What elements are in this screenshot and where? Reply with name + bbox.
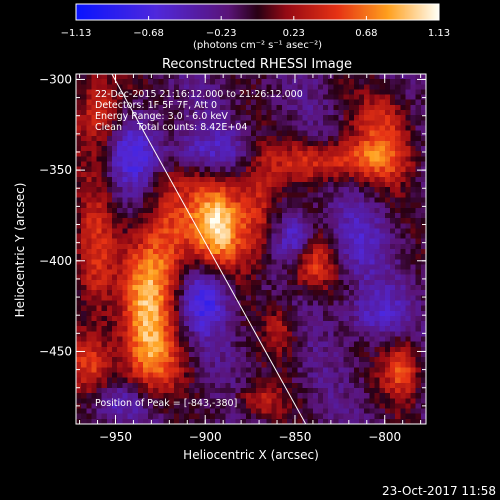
y-axis-label: Heliocentric Y (arcsec): [13, 183, 27, 318]
y-tick-label: −400: [39, 254, 72, 268]
image-panel: −950 −900 −850 −800 −300 −350 −400 −450: [39, 72, 427, 444]
colorbar-gradient: [76, 4, 439, 20]
colorbar-ticks: −1.13 −0.68 −0.23 0.23 0.68 1.13: [61, 16, 450, 39]
peak-position-text: Position of Peak = [-843,-380]: [95, 398, 237, 409]
colorbar-tick-label: −0.23: [206, 28, 237, 39]
solar-limb-line: [111, 73, 307, 425]
x-tick-label: −800: [368, 430, 401, 444]
reconstructed-image: [76, 74, 426, 424]
x-tick-label: −950: [99, 430, 132, 444]
y-tick-label: −300: [39, 72, 72, 86]
axis-ticks: −950 −900 −850 −800 −300 −350 −400 −450: [39, 72, 426, 444]
footer-timestamp: 23-Oct-2017 11:58: [382, 484, 496, 498]
plot-annotations: 22-Dec-2015 21:16:12.000 to 21:26:12.000…: [95, 89, 303, 409]
clean-counts-text: Clean Total counts: 8.42E+04: [95, 122, 247, 133]
plot-frame: [75, 73, 427, 425]
time-range-text: 22-Dec-2015 21:16:12.000 to 21:26:12.000: [95, 89, 303, 100]
detectors-text: Detectors: 1F 5F 7F, Att 0: [95, 100, 217, 111]
colorbar-tick-label: −1.13: [61, 28, 92, 39]
colorbar: −1.13 −0.68 −0.23 0.23 0.68 1.13 (photons cm⁻…: [61, 3, 450, 51]
colorbar-units-label: (photons cm⁻² s⁻¹ asec⁻²): [193, 40, 322, 51]
x-tick-label: −900: [189, 430, 222, 444]
x-tick-label: −850: [278, 430, 311, 444]
colorbar-tick-label: 0.23: [283, 28, 305, 39]
colorbar-tick-label: 0.68: [355, 28, 377, 39]
colorbar-tick-label: −0.68: [133, 28, 164, 39]
y-tick-label: −450: [39, 344, 72, 358]
y-tick-label: −350: [39, 163, 72, 177]
colorbar-frame: [75, 3, 440, 21]
colorbar-tick-label: 1.13: [428, 28, 450, 39]
x-axis-label: Heliocentric X (arcsec): [183, 448, 319, 462]
energy-range-text: Energy Range: 3.0 - 6.0 keV: [95, 111, 228, 122]
plot-title: Reconstructed RHESSI Image: [162, 57, 352, 72]
